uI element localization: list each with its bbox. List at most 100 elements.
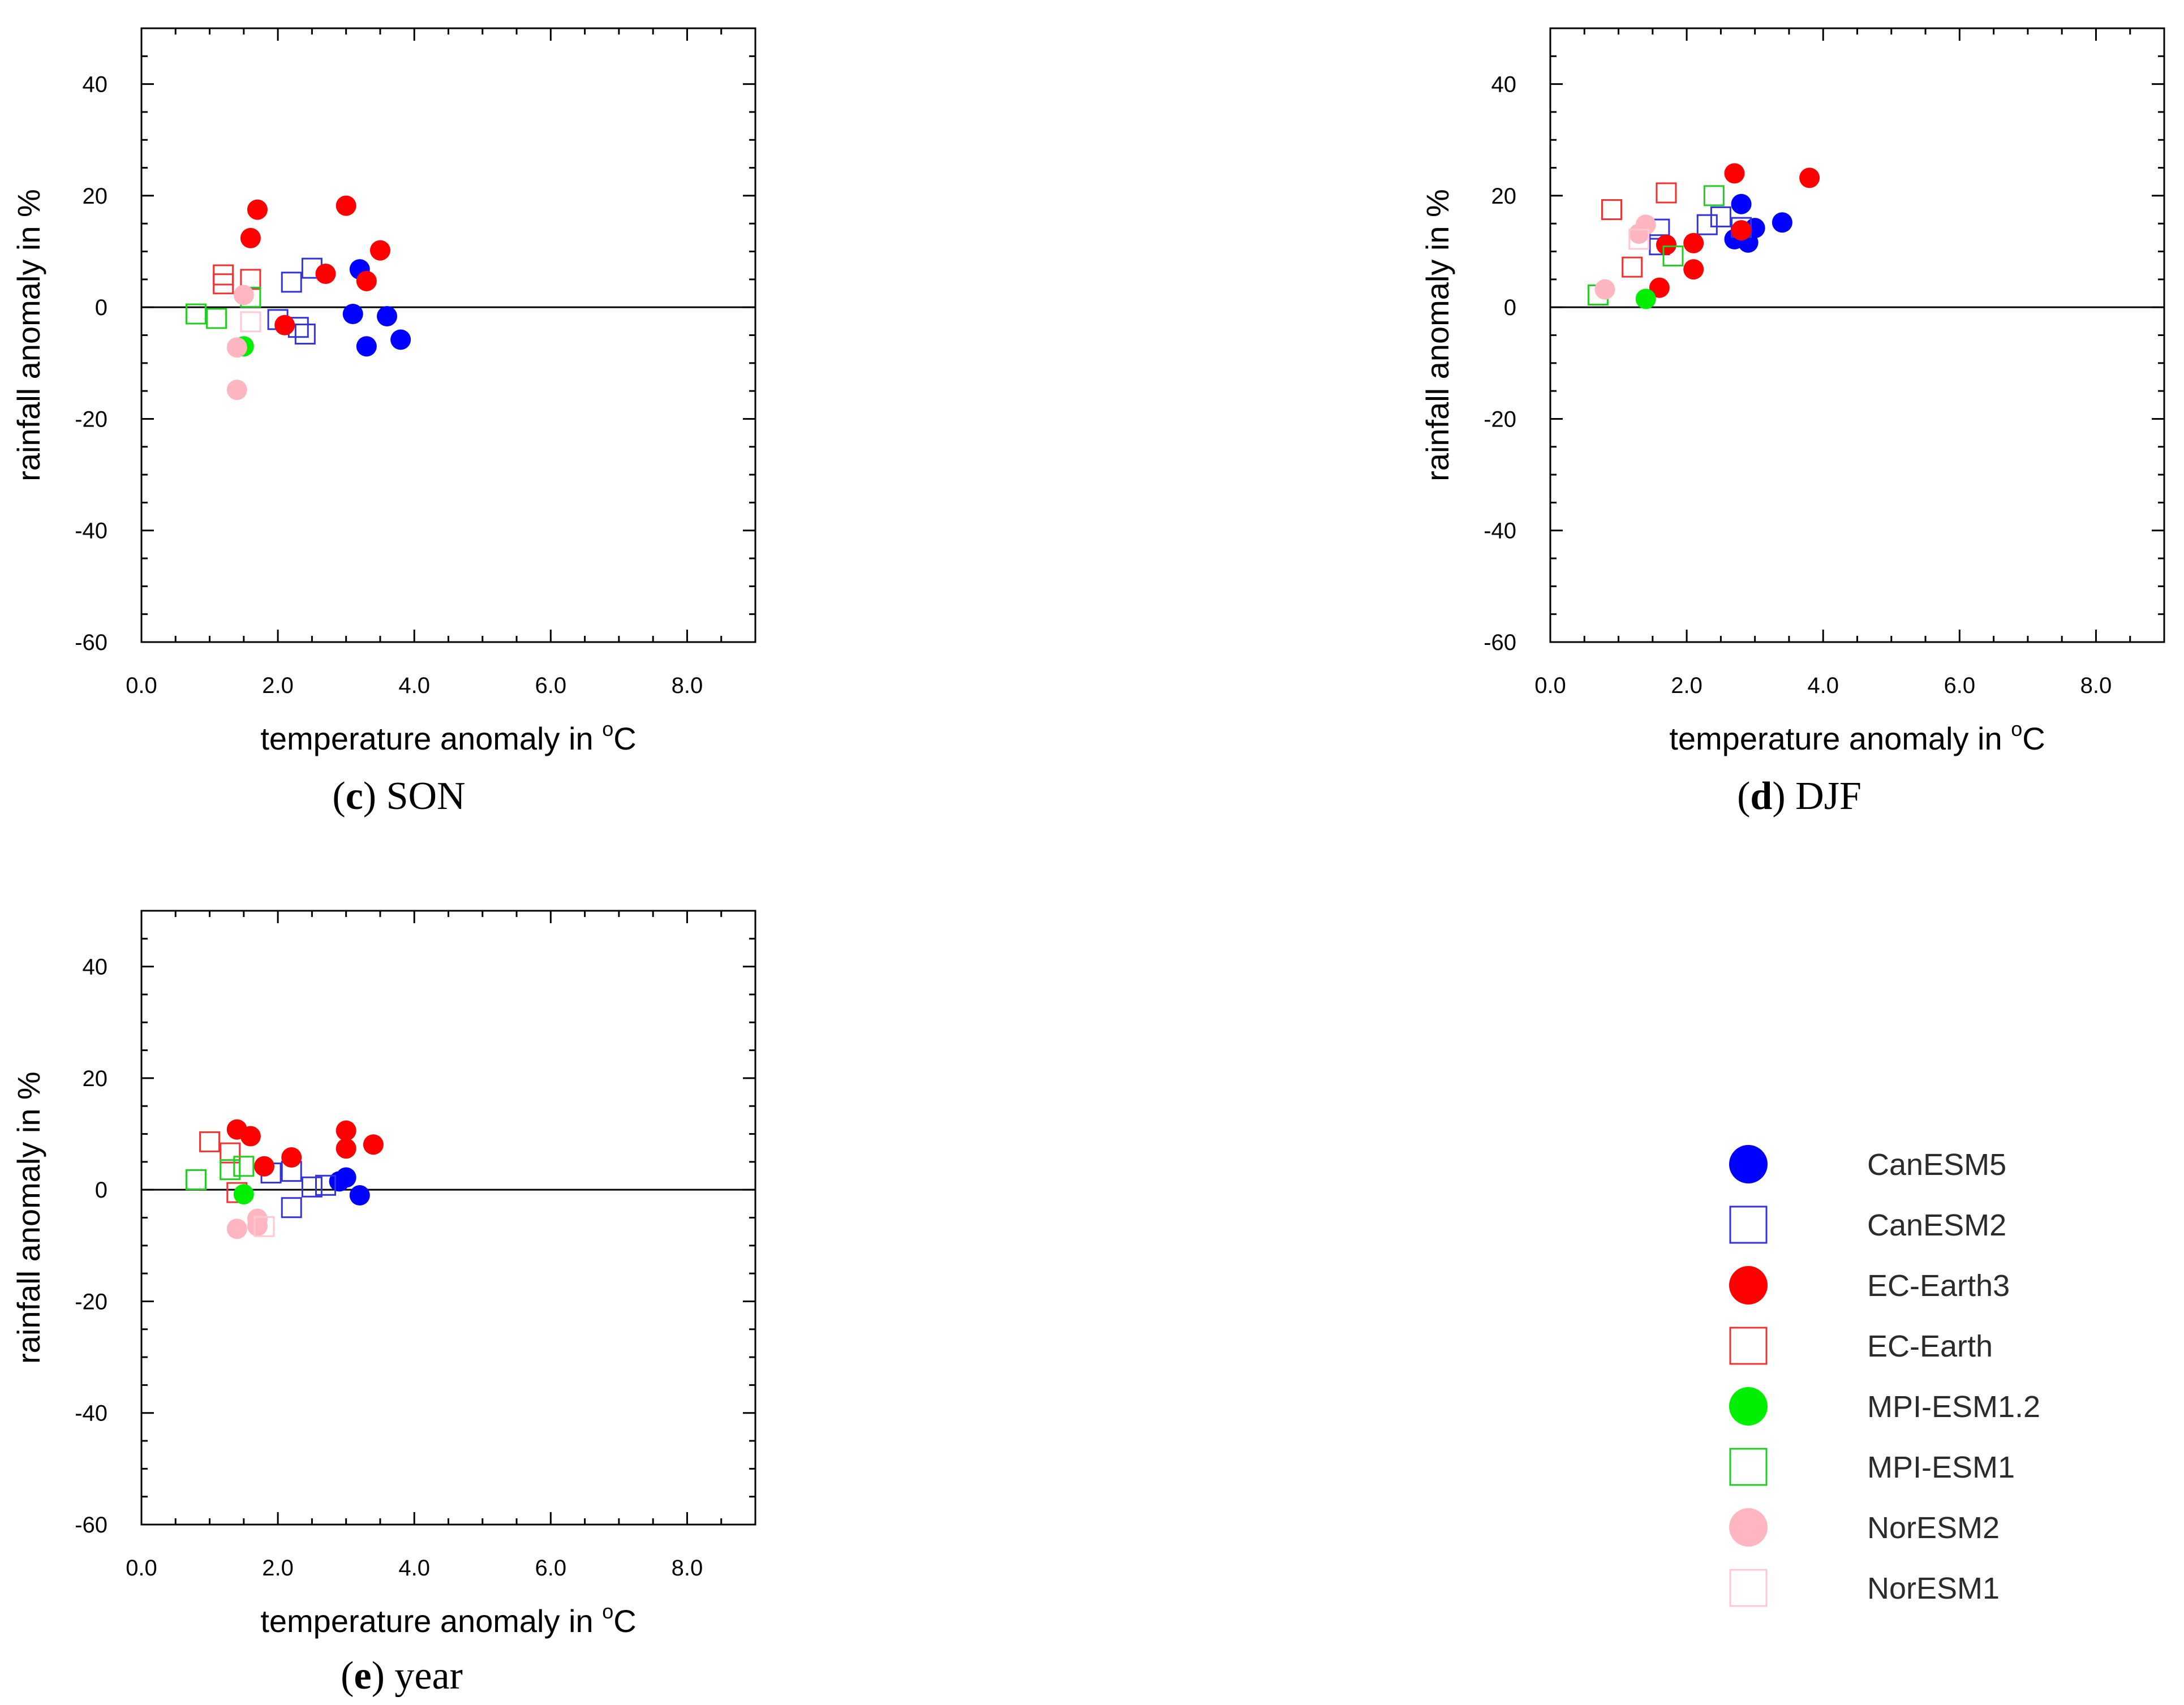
x-axis-title-unit: C (613, 1603, 636, 1639)
series-noresm1 (1628, 229, 1650, 250)
point-mpi-esm1 (1703, 185, 1725, 206)
y-tick-label: 40 (1491, 72, 1517, 97)
caption-letter: e (354, 1654, 371, 1698)
y-tick-label: 0 (1504, 295, 1516, 320)
x-tick-label: 2.0 (262, 673, 294, 698)
caption-text: year (394, 1654, 462, 1698)
series-mpi-esm1-2 (233, 1184, 254, 1205)
point-ec-earth (199, 1131, 221, 1152)
panel-c: -60 -40 -20 0 20 40 0.0 2.0 4.0 6.0 8.0 rainfall an… (11, 27, 756, 818)
y-tick-label: -60 (1484, 630, 1516, 655)
legend-label: CanESM2 (1867, 1208, 2006, 1242)
plot-frame (140, 910, 756, 1526)
point-mpi-esm1 (220, 1159, 241, 1181)
legend-item-noresm1: NorESM1 (1729, 1569, 2000, 1607)
x-tick-label: 0.0 (126, 673, 157, 698)
x-tick-label: 8.0 (2080, 673, 2112, 698)
point-noresm2 (1628, 223, 1649, 244)
y-axis-title: rainfall anomaly in % (1420, 189, 1455, 481)
point-ec-earth3 (1683, 259, 1704, 280)
series-noresm2 (226, 1208, 268, 1239)
caption-open-paren: ( (341, 1654, 354, 1698)
caption-text: SON (386, 774, 466, 818)
point-canesm5 (377, 305, 397, 326)
y-tick-label: 0 (95, 295, 108, 320)
x-axis-title: temperature anomaly in oC (260, 1600, 636, 1639)
y-tick-label: -20 (1484, 407, 1516, 432)
panel-caption: (e) year (341, 1654, 463, 1698)
y-tick-label: -20 (75, 1289, 108, 1314)
point-ec-earth (220, 1142, 241, 1164)
x-tick-label: 6.0 (1944, 673, 1976, 698)
y-tick-label: -20 (75, 407, 108, 432)
legend-marker (1729, 1387, 1768, 1426)
x-axis-title-text: temperature anomaly in (260, 1603, 602, 1639)
point-mpi-esm1-2 (1635, 289, 1656, 309)
point-mpi-esm1-2 (233, 1184, 254, 1205)
point-ec-earth3 (1656, 234, 1676, 255)
series-ec-earth (1601, 182, 1677, 278)
x-axis-title: temperature anomaly in oC (1669, 717, 2045, 756)
caption-close-paren: ) (372, 1654, 395, 1698)
series-ec-earth3 (1649, 163, 1820, 298)
legend-item-ec-earth3: EC-Earth3 (1729, 1266, 2010, 1304)
y-tick-label: 20 (1491, 184, 1517, 209)
point-canesm5 (329, 1171, 350, 1192)
x-tick-label: 4.0 (1807, 673, 1839, 698)
caption-letter: d (1750, 774, 1772, 818)
point-canesm5 (1731, 193, 1752, 214)
caption-text: DJF (1795, 774, 1861, 818)
point-noresm1 (1628, 229, 1650, 250)
y-axis-title: rainfall anomaly in % (11, 189, 46, 481)
point-ec-earth (213, 273, 234, 295)
point-ec-earth3 (1649, 277, 1670, 298)
series-ec-earth3 (226, 1119, 384, 1177)
point-noresm2 (226, 337, 247, 358)
legend-label: EC-Earth (1867, 1329, 1993, 1363)
caption-open-paren: ( (1737, 774, 1750, 818)
point-mpi-esm1 (233, 1156, 255, 1177)
point-ec-earth3 (336, 1138, 356, 1159)
x-axis-title-degree: o (602, 1600, 613, 1623)
point-noresm1 (253, 1216, 275, 1237)
x-tick-label: 8.0 (672, 673, 703, 698)
point-noresm1 (240, 311, 261, 333)
legend-label: NorESM2 (1867, 1511, 2000, 1545)
point-ec-earth (1656, 182, 1677, 204)
point-ec-earth3 (315, 264, 336, 284)
x-axis-title-unit: C (613, 721, 636, 756)
x-axis-title: temperature anomaly in oC (260, 717, 636, 756)
point-canesm2 (301, 1176, 323, 1198)
legend-label: NorESM1 (1867, 1571, 2000, 1605)
point-mpi-esm1 (185, 303, 207, 325)
point-ec-earth3 (336, 195, 356, 216)
series-mpi-esm1 (185, 1156, 255, 1190)
legend-label: MPI-ESM1 (1867, 1450, 2015, 1484)
point-ec-earth (1601, 199, 1622, 221)
legend-marker (1729, 1205, 1768, 1244)
point-ec-earth3 (369, 240, 390, 261)
x-axis-title-unit: C (2022, 721, 2045, 756)
y-tick-label: 0 (95, 1178, 108, 1203)
point-canesm2 (1696, 214, 1718, 235)
legend-label: EC-Earth3 (1867, 1269, 2010, 1303)
x-tick-label: 6.0 (535, 673, 567, 698)
caption-letter: c (346, 774, 363, 818)
legend-item-noresm2: NorESM2 (1729, 1508, 2000, 1547)
point-mpi-esm1 (185, 1169, 207, 1190)
legend-item-canesm5: CanESM5 (1729, 1145, 2006, 1183)
legend-marker (1729, 1569, 1768, 1607)
point-canesm2 (281, 1197, 302, 1219)
point-ec-earth3 (247, 199, 268, 220)
y-tick-label: 40 (83, 955, 108, 980)
series-ec-earth3 (240, 195, 390, 335)
legend-marker (1729, 1448, 1768, 1486)
x-tick-label: 4.0 (398, 1556, 430, 1581)
point-canesm2 (1710, 206, 1731, 227)
x-tick-label: 6.0 (535, 1556, 567, 1581)
series-canesm5 (329, 1167, 370, 1206)
point-ec-earth3 (281, 1147, 302, 1168)
series-canesm5 (342, 259, 411, 357)
caption-close-paren: ) (363, 774, 386, 818)
point-mpi-esm1 (206, 308, 227, 329)
